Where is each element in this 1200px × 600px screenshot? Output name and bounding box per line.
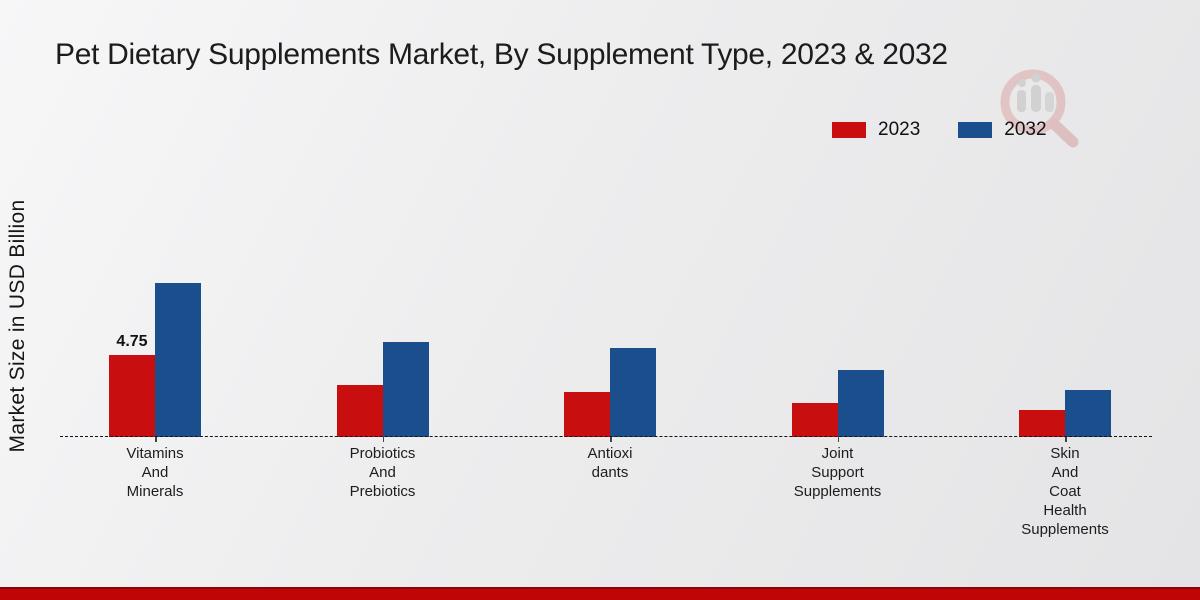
category-label: Joint Support Supplements bbox=[793, 445, 882, 500]
x-axis-baseline bbox=[60, 436, 1152, 437]
bar-2032-category-5 bbox=[1065, 389, 1111, 437]
bar-2023-category-4 bbox=[791, 402, 838, 437]
legend-item-2023: 2023 bbox=[832, 119, 920, 141]
category-label: Vitamins And Minerals bbox=[126, 445, 184, 500]
bottom-accent-bar bbox=[0, 587, 1200, 600]
x-axis-tick bbox=[837, 437, 839, 442]
x-axis-tick bbox=[155, 437, 157, 442]
category-label: Skin And Coat Health Supplements bbox=[1021, 445, 1109, 538]
bar-2023-category-3 bbox=[564, 392, 610, 437]
x-axis-tick bbox=[610, 437, 612, 442]
category-label: Antioxi dants bbox=[587, 445, 633, 481]
legend: 2023 2032 bbox=[832, 119, 1047, 141]
bar-2023-category-1 bbox=[109, 355, 155, 437]
bar-value-label: 4.75 bbox=[116, 333, 148, 351]
brand-watermark-magnifier-icon bbox=[1000, 69, 1079, 148]
category-label: Probiotics And Prebiotics bbox=[349, 445, 416, 500]
bar-2032-category-3 bbox=[610, 348, 656, 437]
legend-label-2023: 2023 bbox=[878, 119, 921, 140]
legend-label-2032: 2032 bbox=[1004, 119, 1047, 140]
bar-2023-category-2 bbox=[336, 385, 383, 437]
legend-swatch-2023 bbox=[832, 122, 866, 138]
legend-item-2032: 2032 bbox=[958, 119, 1047, 141]
x-axis-tick bbox=[382, 437, 384, 442]
bar-2032-category-2 bbox=[382, 341, 429, 437]
legend-swatch-2032 bbox=[958, 122, 993, 138]
x-axis-tick bbox=[1065, 437, 1067, 442]
chart-title: Pet Dietary Supplements Market, By Suppl… bbox=[55, 38, 948, 71]
bar-2032-category-4 bbox=[837, 369, 884, 437]
bar-2032-category-1 bbox=[155, 283, 201, 437]
bar-2023-category-5 bbox=[1019, 410, 1065, 437]
